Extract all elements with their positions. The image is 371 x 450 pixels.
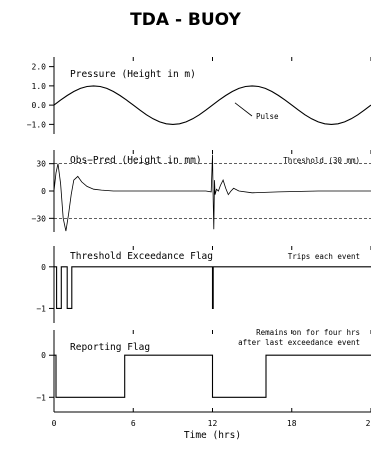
reporting_flag-ytick-label: 0 bbox=[41, 351, 46, 360]
obs_pred-annotation: Threshold (30 mm) bbox=[283, 156, 360, 165]
threshold_flag-ytick-label: −1 bbox=[36, 304, 46, 313]
pressure-ytick-label: 0.0 bbox=[32, 101, 47, 110]
pressure-ytick-label: 2.0 bbox=[32, 63, 47, 72]
x-tick-label: 2 bbox=[366, 419, 371, 428]
x-axis-label: Time (hrs) bbox=[184, 430, 241, 441]
threshold_flag-annotation: Trips each event bbox=[288, 252, 360, 261]
x-tick-label: 6 bbox=[131, 419, 136, 428]
threshold_flag-ytick-label: 0 bbox=[41, 263, 46, 272]
pressure-panel-title: Pressure (Height in m) bbox=[70, 69, 196, 80]
reporting_flag-panel-title: Reporting Flag bbox=[70, 342, 150, 353]
obs_pred-ytick-label: 0 bbox=[41, 187, 46, 196]
pressure-ytick-label: −1.0 bbox=[27, 120, 46, 129]
threshold_flag-panel-title: Threshold Exceedance Flag bbox=[70, 251, 213, 262]
reporting_flag-annotation: Remains on for four hrs bbox=[256, 328, 360, 337]
pressure-ytick-label: 1.0 bbox=[32, 82, 47, 91]
chart-title: TDA - BUOY bbox=[130, 10, 241, 30]
obs_pred-ytick-label: 30 bbox=[36, 160, 46, 169]
reporting_flag-ytick-label: −1 bbox=[36, 393, 46, 402]
reporting_flag-annotation: after last exceedance event bbox=[238, 338, 360, 347]
pulse-pointer bbox=[234, 102, 253, 117]
pressure-series-line bbox=[53, 85, 371, 125]
reporting_flag-series-line bbox=[54, 354, 371, 398]
x-tick-label: 12 bbox=[208, 419, 218, 428]
obs_pred-panel-title: Obs−Pred (Height in mm) bbox=[70, 155, 202, 166]
x-tick-label: 0 bbox=[52, 419, 57, 428]
pressure-annotation: Pulse bbox=[256, 112, 279, 121]
obs_pred-series-line bbox=[53, 154, 371, 232]
threshold_flag-series-line bbox=[54, 266, 371, 309]
x-tick-label: 18 bbox=[287, 419, 297, 428]
obs_pred-ytick-label: −30 bbox=[32, 214, 47, 223]
